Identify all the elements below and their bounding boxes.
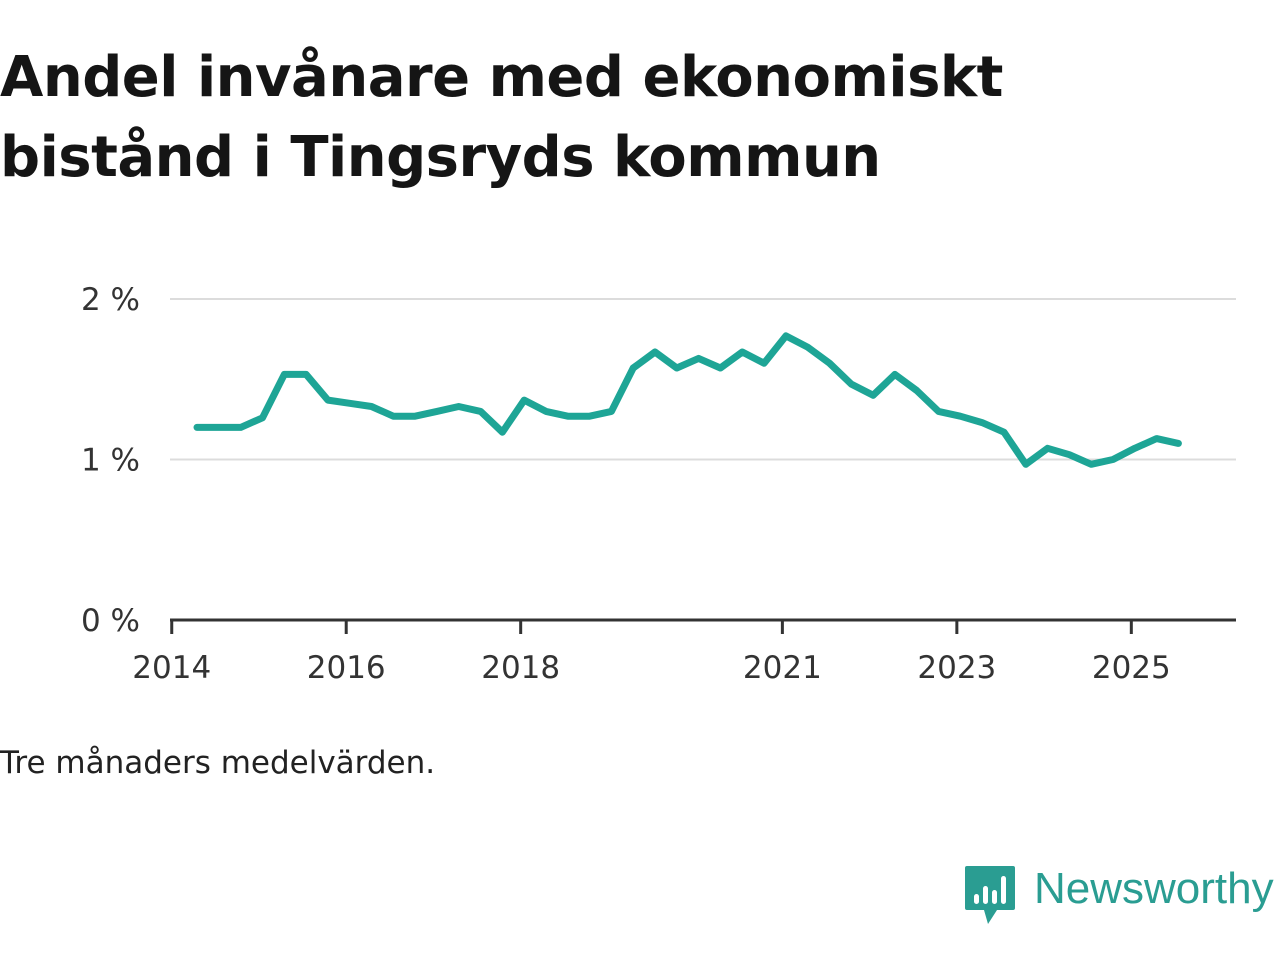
data-point-12 bbox=[455, 403, 462, 410]
data-point-39 bbox=[1044, 445, 1051, 452]
chart-bubble-icon bbox=[965, 866, 1015, 924]
data-point-4 bbox=[281, 371, 288, 378]
chart-title-line-2: bistånd i Tingsryds kommun bbox=[0, 125, 881, 190]
data-point-44 bbox=[1153, 435, 1160, 442]
data-point-35 bbox=[957, 413, 964, 420]
data-point-1 bbox=[215, 424, 222, 431]
data-point-31 bbox=[870, 392, 877, 399]
data-point-36 bbox=[979, 419, 986, 426]
data-point-14 bbox=[499, 429, 506, 436]
data-point-25 bbox=[739, 348, 746, 355]
y-tick-label-1: 1 % bbox=[81, 443, 140, 479]
x-tick-label-0: 2014 bbox=[132, 650, 211, 686]
data-point-13 bbox=[477, 408, 484, 415]
data-point-27 bbox=[782, 332, 789, 339]
data-point-22 bbox=[673, 365, 680, 372]
data-point-9 bbox=[390, 413, 397, 420]
x-tick-label-1: 2016 bbox=[307, 650, 386, 686]
data-point-5 bbox=[303, 371, 310, 378]
data-point-24 bbox=[717, 365, 724, 372]
chart-note: Tre månaders medelvärden. bbox=[0, 745, 436, 781]
data-point-32 bbox=[891, 371, 898, 378]
x-tick-label-4: 2023 bbox=[917, 650, 996, 686]
data-point-37 bbox=[1000, 429, 1007, 436]
data-point-43 bbox=[1131, 445, 1138, 452]
data-point-29 bbox=[826, 360, 833, 367]
data-point-41 bbox=[1088, 461, 1095, 468]
brand-name: Newsworthy bbox=[1034, 864, 1274, 913]
data-point-42 bbox=[1110, 456, 1117, 463]
series-line-0 bbox=[193, 332, 1182, 468]
data-point-40 bbox=[1066, 451, 1073, 458]
data-point-7 bbox=[346, 400, 353, 407]
data-point-45 bbox=[1175, 440, 1182, 447]
x-axis bbox=[170, 618, 1236, 634]
x-tick-label-3: 2021 bbox=[743, 650, 822, 686]
data-point-20 bbox=[630, 365, 637, 372]
data-point-0 bbox=[194, 424, 201, 431]
y-tick-label-2: 2 % bbox=[81, 282, 140, 318]
x-tick-label-2: 2018 bbox=[481, 650, 560, 686]
line-chart: 0 % 1 % 2 % 2014 2016 2018 2021 2023 2025 bbox=[81, 282, 1236, 686]
x-axis-labels: 2014 2016 2018 2021 2023 2025 bbox=[132, 650, 1170, 686]
chart-title: Andel invånare med ekonomiskt bistånd i … bbox=[0, 38, 1200, 198]
series-layer bbox=[193, 332, 1182, 468]
data-point-21 bbox=[652, 348, 659, 355]
y-axis-labels: 0 % 1 % 2 % bbox=[81, 282, 140, 639]
x-tick-label-5: 2025 bbox=[1092, 650, 1171, 686]
data-point-8 bbox=[368, 403, 375, 410]
data-point-38 bbox=[1022, 461, 1029, 468]
data-point-23 bbox=[695, 355, 702, 362]
data-point-19 bbox=[608, 408, 615, 415]
y-tick-label-0: 0 % bbox=[81, 603, 140, 639]
chart-title-line-1: Andel invånare med ekonomiskt bbox=[0, 45, 1003, 110]
gridlines bbox=[170, 298, 1236, 461]
data-point-30 bbox=[848, 381, 855, 388]
data-point-3 bbox=[259, 414, 266, 421]
data-point-34 bbox=[935, 408, 942, 415]
data-point-10 bbox=[412, 413, 419, 420]
data-point-33 bbox=[913, 387, 920, 394]
data-point-18 bbox=[586, 413, 593, 420]
data-point-28 bbox=[804, 344, 811, 351]
data-point-15 bbox=[521, 397, 528, 404]
data-point-16 bbox=[542, 408, 549, 415]
data-point-17 bbox=[564, 413, 571, 420]
data-point-26 bbox=[761, 360, 768, 367]
newsworthy-logo[interactable]: Newsworthy bbox=[964, 864, 1274, 928]
data-point-11 bbox=[433, 408, 440, 415]
data-point-6 bbox=[324, 397, 331, 404]
data-point-2 bbox=[237, 424, 244, 431]
